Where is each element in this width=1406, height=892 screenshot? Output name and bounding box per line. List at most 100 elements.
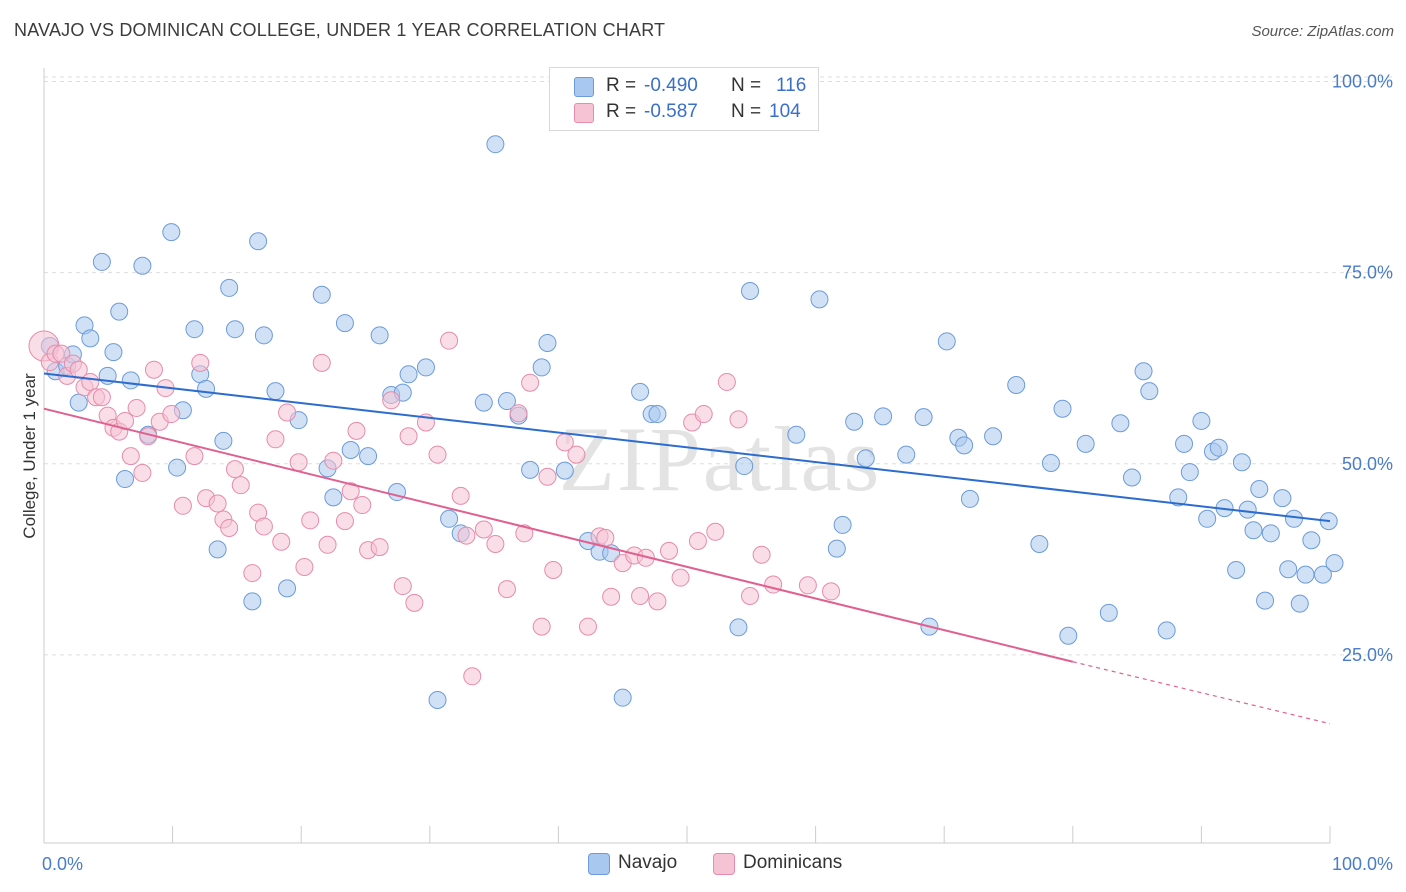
stats-legend: R = -0.490 N = 116 R = -0.587 N = 104	[549, 67, 819, 131]
r-value: -0.490	[644, 75, 698, 96]
navajo-point	[914, 408, 933, 427]
dominican-point	[596, 528, 615, 547]
dominican-point	[717, 372, 736, 391]
y-tick-label: 75.0%	[1342, 263, 1393, 283]
navajo-point	[185, 320, 204, 339]
navajo-point	[613, 688, 632, 707]
trend-lines	[43, 372, 1331, 725]
navajo-point	[324, 488, 343, 507]
r-label: R =	[606, 101, 637, 122]
navajo-point	[1256, 591, 1275, 610]
dominican-point	[659, 541, 678, 560]
navajo-point	[214, 431, 233, 450]
navajo-swatch	[574, 77, 594, 97]
navajo-point	[984, 427, 1003, 446]
navajo-point	[1192, 411, 1211, 430]
navajo-point	[208, 540, 227, 559]
dominican-point	[353, 496, 372, 515]
dominican-point	[497, 580, 516, 599]
navajo-point	[341, 440, 360, 459]
navajo-point	[474, 393, 493, 412]
navajo-point	[1076, 434, 1095, 453]
navajo-point	[1284, 509, 1303, 528]
navajo-point	[1244, 521, 1263, 540]
dominican-point	[191, 353, 210, 372]
n-label: N =	[731, 101, 762, 122]
navajo-point	[1279, 560, 1298, 579]
navajo-point	[827, 539, 846, 558]
axes	[43, 68, 1331, 844]
dominican-point	[741, 587, 760, 606]
x-tick-labels: 0.0% 100.0%	[42, 854, 1393, 874]
dominican-swatch	[574, 103, 594, 123]
dominican-point	[474, 520, 493, 539]
dominican-point	[463, 667, 482, 686]
dominican-point	[341, 482, 360, 501]
navajo-point	[116, 470, 135, 489]
dominican-point	[133, 463, 152, 482]
dominican-point	[399, 427, 418, 446]
dominican-point	[220, 518, 239, 537]
dominican-point	[567, 445, 586, 464]
navajo-point	[440, 509, 459, 528]
dominican-point	[272, 532, 291, 551]
dominican-point	[752, 545, 771, 564]
dominican-point	[92, 388, 111, 407]
navajo-point	[1227, 561, 1246, 580]
dominican-trend-extension	[1072, 661, 1331, 725]
dominican-point	[440, 331, 459, 350]
navajo-point	[810, 290, 829, 309]
navajo-point	[220, 278, 239, 297]
navajo-point	[897, 445, 916, 464]
navajo-point	[399, 365, 418, 384]
navajo-point	[787, 425, 806, 444]
dominican-point	[405, 593, 424, 612]
r-label: R =	[606, 75, 637, 96]
dominican-point	[544, 561, 563, 580]
dominican-point	[729, 410, 748, 429]
dominican-point	[521, 373, 540, 392]
dominican-point	[578, 617, 597, 636]
watermark: ZIPatlas	[559, 408, 882, 510]
navajo-point	[1273, 489, 1292, 508]
dominican-point	[301, 511, 320, 530]
navajo-point	[1169, 488, 1188, 507]
navajo-point	[1290, 594, 1309, 613]
navajo-point	[960, 489, 979, 508]
navajo-point	[1122, 468, 1141, 487]
dominican-point	[185, 447, 204, 466]
navajo-point	[497, 392, 516, 411]
navajo-point	[278, 579, 297, 598]
dominican-point	[254, 517, 273, 536]
navajo-point	[416, 358, 435, 377]
navajo-point	[225, 320, 244, 339]
navajo-point	[1041, 453, 1060, 472]
navajo-point	[1134, 362, 1153, 381]
dominican-point	[538, 467, 557, 486]
dominican-point	[289, 453, 308, 472]
dominican-point	[370, 538, 389, 557]
dominican-point	[382, 391, 401, 410]
dominican-point	[393, 577, 412, 596]
dominican-legend-label: Dominicans	[743, 852, 843, 873]
navajo-point	[937, 332, 956, 351]
dominican-point	[532, 617, 551, 636]
navajo-point	[335, 314, 354, 333]
dominican-point	[631, 587, 650, 606]
dominican-point	[81, 372, 100, 391]
dominican-points	[28, 330, 841, 686]
navajo-point	[1111, 414, 1130, 433]
navajo-points	[40, 135, 1344, 709]
navajo-point	[266, 382, 285, 401]
navajo-point	[121, 371, 140, 390]
navajo-point	[1250, 479, 1269, 498]
navajo-point	[532, 358, 551, 377]
dominican-point	[671, 568, 690, 587]
navajo-point	[370, 326, 389, 345]
y-tick-label: 100.0%	[1332, 72, 1393, 92]
dominican-point	[798, 576, 817, 595]
navajo-point	[1209, 438, 1228, 457]
dominican-point	[266, 430, 285, 449]
navajo-point	[428, 690, 447, 709]
